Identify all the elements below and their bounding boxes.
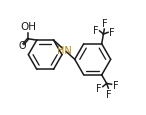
Text: F: F xyxy=(102,19,107,29)
Text: F: F xyxy=(113,80,119,90)
Text: OH: OH xyxy=(20,22,36,32)
Text: HN: HN xyxy=(57,45,72,55)
Text: F: F xyxy=(109,28,115,37)
Text: F: F xyxy=(93,26,99,36)
Text: O: O xyxy=(18,41,26,51)
Text: F: F xyxy=(96,83,102,93)
Text: F: F xyxy=(106,90,112,100)
